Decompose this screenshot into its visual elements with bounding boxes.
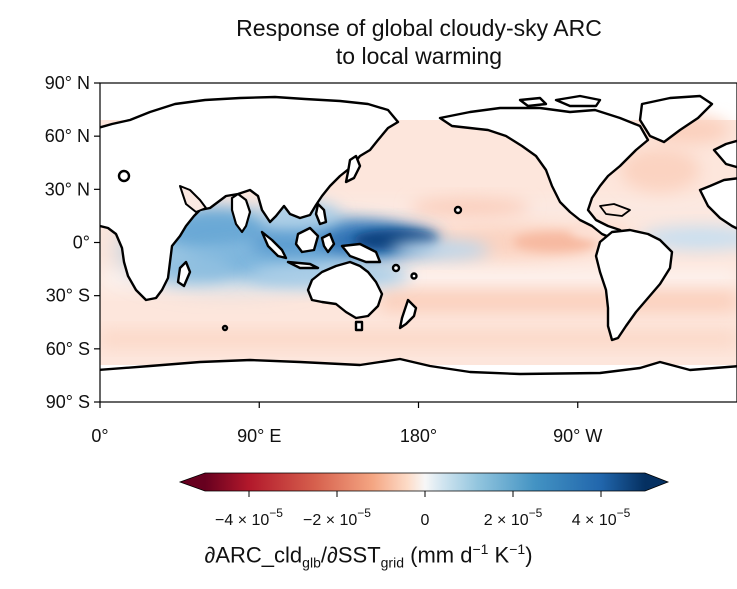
lon-tick-label: 90° E	[237, 426, 281, 446]
new-zealand	[398, 298, 418, 330]
cb-units-sup-2: −1	[509, 541, 526, 557]
sumatra	[260, 230, 288, 260]
lon-tick-label: 0°	[91, 426, 108, 446]
colorbar-extend-high	[645, 473, 668, 491]
colorbar-extend-low	[180, 473, 205, 491]
lat-tick-label: 60° N	[45, 126, 90, 146]
north-america	[438, 106, 650, 242]
cb-units-a: (mm d	[404, 542, 473, 568]
longitude-axis: 0° 90° E 180° 90° W	[91, 402, 602, 446]
lat-tick-label: 0°	[73, 233, 90, 253]
africa-west	[698, 177, 737, 230]
colorbar-ticks: −4 × 10−5 −2 × 10−5 0 2 × 10−5 4 × 10−5	[215, 491, 631, 529]
lat-tick-label: 90° S	[46, 392, 90, 412]
borneo	[294, 226, 320, 254]
south-america	[594, 228, 674, 342]
cb-label-mid: /∂SST	[320, 542, 381, 568]
lat-tick-label: 30° N	[45, 179, 90, 199]
philippines	[314, 202, 328, 226]
sulawesi	[320, 232, 336, 254]
japan	[344, 154, 362, 184]
colorbar-tick-label: 2 × 10−5	[484, 506, 543, 529]
continents	[100, 94, 737, 402]
colorbar-body	[205, 473, 645, 491]
colorbar: −4 × 10−5 −2 × 10−5 0 2 × 10−5 4 × 10−5	[178, 472, 670, 529]
lon-tick-label: 90° W	[553, 426, 602, 446]
colorbar-tick-label: 4 × 10−5	[572, 506, 631, 529]
map-title: Response of global cloudy-sky ARC to loc…	[100, 14, 737, 70]
colorbar-title: ∂ARC_cldglb/∂SSTgrid (mm d−1 K−1)	[0, 541, 737, 571]
lat-tick-label: 30° S	[46, 286, 90, 306]
europe-west	[712, 139, 737, 169]
antarctica	[100, 357, 737, 402]
latitude-axis: 90° N 60° N 30° N 0° 30° S 60° S 90° S	[45, 73, 100, 412]
cb-label-sub-glb: glb	[302, 554, 321, 571]
cb-label-sub-grid: grid	[380, 554, 404, 571]
cb-units-b: K	[488, 542, 510, 568]
greenland	[638, 94, 714, 144]
cb-label-main: ∂ARC_cld	[204, 542, 303, 568]
colorbar-tick-label: −4 × 10−5	[215, 506, 283, 529]
australia	[306, 260, 384, 320]
lat-tick-label: 60° S	[46, 339, 90, 359]
madagascar	[176, 260, 192, 288]
cb-units-sup-1: −1	[472, 541, 489, 557]
colorbar-tick-label: −2 × 10−5	[303, 506, 371, 529]
map-title-line-2: to local warming	[335, 43, 503, 69]
cb-units-c: )	[525, 542, 533, 568]
tasmania	[354, 320, 364, 332]
colorbar-tick-label: 0	[421, 512, 430, 529]
eurasia-africa	[100, 95, 400, 302]
lon-tick-label: 180°	[400, 426, 437, 446]
map-title-line-1: Response of global cloudy-sky ARC	[236, 15, 602, 41]
lat-tick-label: 90° N	[45, 73, 90, 93]
new-guinea	[340, 242, 382, 264]
java	[286, 260, 320, 270]
